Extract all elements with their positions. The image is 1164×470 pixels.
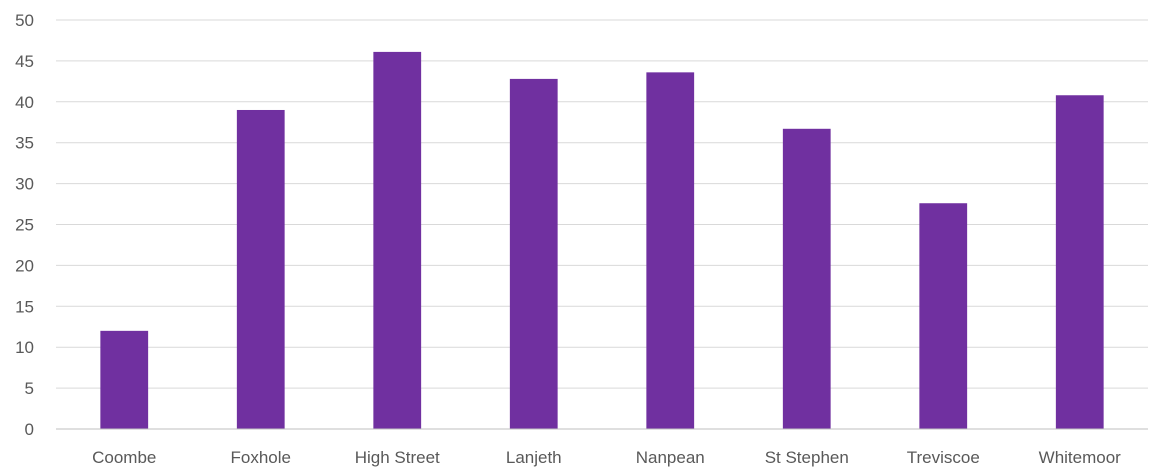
y-tick-label: 40 <box>15 93 34 112</box>
bars <box>100 51 1104 430</box>
y-tick-label: 50 <box>15 11 34 30</box>
y-tick-label: 35 <box>15 134 34 153</box>
y-tick-label: 5 <box>25 379 34 398</box>
x-tick-label: Treviscoe <box>907 448 980 467</box>
x-tick-label: Foxhole <box>231 448 291 467</box>
x-tick-label: Lanjeth <box>506 448 562 467</box>
bar-coombe <box>100 330 149 429</box>
bar-high-street <box>373 51 422 429</box>
y-axis-tick-labels: 0 5 10 15 20 25 30 35 40 45 50 <box>15 11 34 439</box>
bar-whitemoor <box>1055 95 1104 430</box>
x-tick-label: St Stephen <box>765 448 849 467</box>
bar-lanjeth <box>509 78 558 430</box>
x-tick-label: Whitemoor <box>1039 448 1122 467</box>
y-tick-label: 30 <box>15 175 34 194</box>
x-tick-label: High Street <box>355 448 440 467</box>
x-tick-label: Nanpean <box>636 448 705 467</box>
y-tick-label: 25 <box>15 216 34 235</box>
bar-st-stephen <box>782 128 831 429</box>
x-tick-label: Coombe <box>92 448 156 467</box>
bar-treviscoe <box>919 203 968 429</box>
bar-foxhole <box>236 109 285 429</box>
y-tick-label: 45 <box>15 52 34 71</box>
x-axis-tick-labels: Coombe Foxhole High Street Lanjeth Nanpean St… <box>92 448 1121 467</box>
y-tick-label: 10 <box>15 338 34 357</box>
y-tick-label: 0 <box>25 420 34 439</box>
y-tick-label: 20 <box>15 256 34 275</box>
bar-nanpean <box>646 72 695 430</box>
gridlines <box>56 19 1148 389</box>
y-tick-label: 15 <box>15 297 34 316</box>
